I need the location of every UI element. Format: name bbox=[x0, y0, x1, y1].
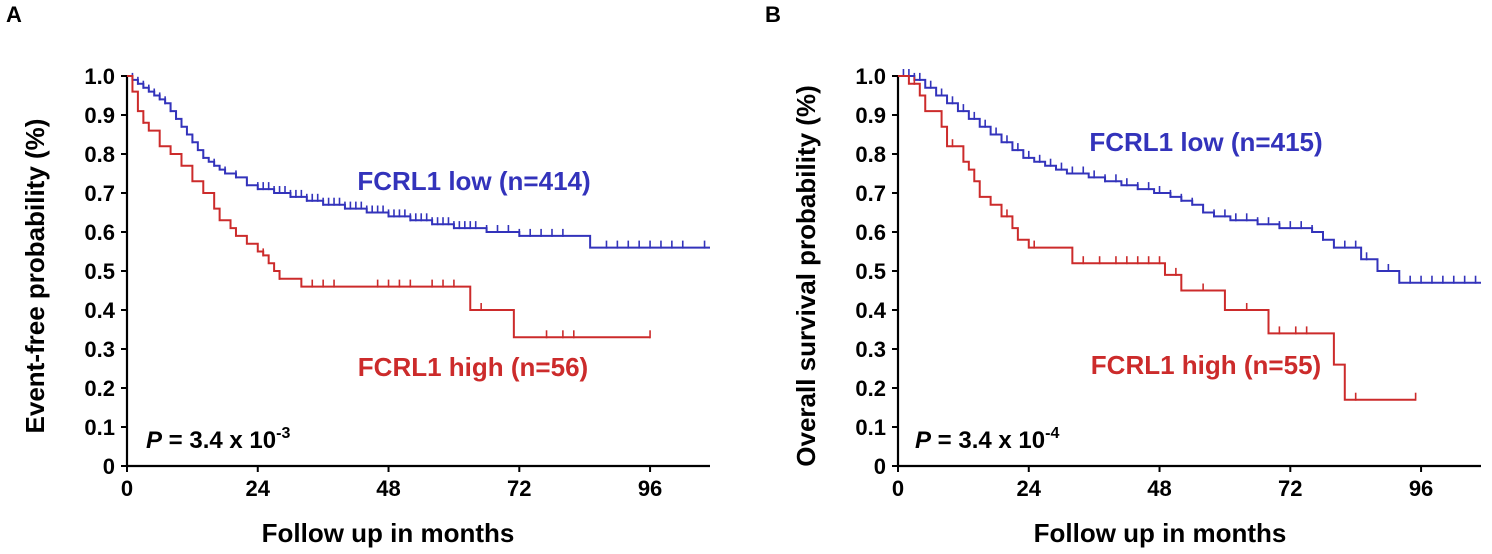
panel-b-x-axis-title: Follow up in months bbox=[1034, 518, 1287, 548]
panel-a-y-tick-label: 0.8 bbox=[84, 142, 115, 167]
panel-a-y-axis-title: Event-free probability (%) bbox=[20, 119, 50, 434]
panel-b-y-tick-label: 0.8 bbox=[855, 142, 886, 167]
panel-a-x-axis-title: Follow up in months bbox=[262, 518, 515, 548]
panel-b-axes: 0 0.1 0.2 0.3 0.4 0.5 0.6 0.7 0.8 0.9 1.0 0 24 48 72 96 bbox=[855, 64, 1481, 501]
panel-a-curves bbox=[127, 72, 710, 339]
panel-a-axes: 0 0.1 0.2 0.3 0.4 0.5 0.6 0.7 0.8 0.9 1.0 0 24 48 72 96 bbox=[84, 64, 710, 501]
panel-b-y-tick-label: 0.4 bbox=[855, 298, 886, 323]
panel-b-curves bbox=[898, 69, 1481, 401]
panel-b-y-tick-label: 0 bbox=[874, 454, 886, 479]
panel-a-pvalue-text: = 3.4 x 10 bbox=[162, 427, 276, 454]
panel-a-label-low: FCRL1 low (n=414) bbox=[357, 166, 590, 196]
panel-a-x-tick-label: 72 bbox=[507, 476, 531, 501]
panel-b-x-tick-label: 96 bbox=[1409, 476, 1433, 501]
panel-b-y-tick-label: 0.3 bbox=[855, 337, 886, 362]
panel-a-y-tick-label: 0.2 bbox=[84, 376, 115, 401]
panel-a-y-tick-label: 0 bbox=[103, 454, 115, 479]
panel-b-pvalue-prefix: P bbox=[915, 427, 932, 454]
panel-b-x-tick-label: 0 bbox=[892, 476, 904, 501]
panel-a-y-tick-label: 0.3 bbox=[84, 337, 115, 362]
panel-a-x-tick-label: 24 bbox=[246, 476, 271, 501]
panel-b-y-tick-label: 0.1 bbox=[855, 415, 886, 440]
panel-b-curve-low bbox=[898, 75, 1481, 284]
panel-b-y-tick-label: 0.6 bbox=[855, 220, 886, 245]
panel-a-letter: A bbox=[6, 2, 22, 27]
panel-b: B Overall survival probability (%) Follo… bbox=[765, 2, 1481, 548]
panel-a-pvalue-prefix: P bbox=[146, 427, 163, 454]
panel-b-y-tick-label: 0.2 bbox=[855, 376, 886, 401]
panel-b-pvalue-exponent: -4 bbox=[1045, 425, 1059, 442]
panel-b-label-high: FCRL1 high (n=55) bbox=[1091, 350, 1321, 380]
panel-a-y-tick-label: 0.9 bbox=[84, 103, 115, 128]
panel-a-x-tick-label: 48 bbox=[376, 476, 400, 501]
panel-a-y-tick-label: 1.0 bbox=[84, 64, 115, 89]
panel-a-y-tick-label: 0.5 bbox=[84, 259, 115, 284]
panel-b-x-tick-label: 24 bbox=[1017, 476, 1042, 501]
panel-a-pvalue: P = 3.4 x 10-3 bbox=[146, 425, 290, 454]
panel-b-pvalue-text: = 3.4 x 10 bbox=[931, 427, 1045, 454]
panel-a-y-tick-label: 0.6 bbox=[84, 220, 115, 245]
panel-a-y-tick-label: 0.1 bbox=[84, 415, 115, 440]
panel-b-x-tick-label: 72 bbox=[1278, 476, 1302, 501]
panel-a-x-tick-label: 96 bbox=[638, 476, 662, 501]
panel-b-y-tick-label: 0.9 bbox=[855, 103, 886, 128]
panel-b-curve-high bbox=[898, 75, 1416, 401]
panel-a-label-high: FCRL1 high (n=56) bbox=[358, 352, 588, 382]
panel-a-pvalue-exponent: -3 bbox=[276, 425, 290, 442]
panel-a-y-tick-label: 0.4 bbox=[84, 298, 115, 323]
panel-a-curve-high bbox=[127, 75, 651, 339]
panel-b-letter: B bbox=[765, 2, 781, 27]
panel-b-y-tick-label: 1.0 bbox=[855, 64, 886, 89]
panel-b-y-tick-label: 0.5 bbox=[855, 259, 886, 284]
panel-b-x-tick-label: 48 bbox=[1147, 476, 1171, 501]
panel-a-x-tick-label: 0 bbox=[121, 476, 133, 501]
panel-b-y-axis-title: Overall survival probability (%) bbox=[791, 85, 821, 466]
panel-b-pvalue: P = 3.4 x 10-4 bbox=[915, 425, 1059, 454]
panel-b-y-tick-label: 0.7 bbox=[855, 181, 886, 206]
panel-b-label-low: FCRL1 low (n=415) bbox=[1089, 127, 1322, 157]
panel-a: A Event-free probability (%) Follow up i… bbox=[6, 2, 710, 548]
panel-a-y-tick-label: 0.7 bbox=[84, 181, 115, 206]
